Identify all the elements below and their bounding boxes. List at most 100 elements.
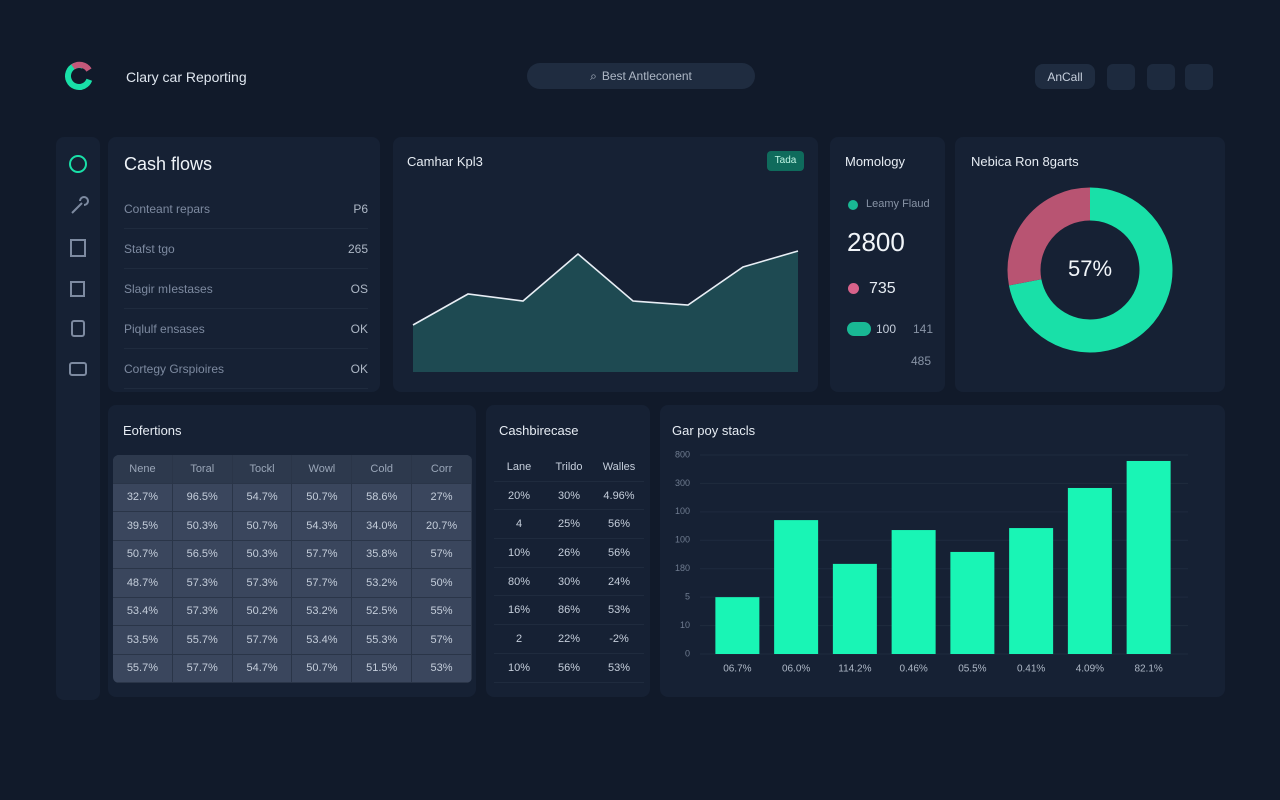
y-tick-label: 800: [675, 449, 690, 459]
y-tick-label: 5: [685, 592, 690, 602]
nav-icon[interactable]: [70, 239, 86, 257]
table-cell: 53.5%: [113, 626, 173, 655]
table-cell: 53%: [594, 596, 644, 626]
donut-segment: [1007, 187, 1091, 286]
header-icon[interactable]: [1185, 64, 1213, 90]
table-cell: 57.3%: [172, 569, 233, 598]
search-icon: ⌕: [590, 69, 597, 83]
legend-dot: [848, 200, 858, 210]
donut-segment: [1008, 187, 1173, 353]
row-label: Piqlulf ensases: [124, 322, 205, 336]
header-icon[interactable]: [1147, 64, 1175, 90]
table-cell: 20%: [494, 482, 544, 511]
table-cell: 30%: [544, 568, 594, 597]
y-tick-label: 100: [675, 506, 690, 516]
x-tick-label: 0.46%: [899, 664, 927, 675]
bar: [891, 530, 936, 654]
table-header-cell: Wowl: [292, 455, 353, 484]
table-cell: 57.7%: [172, 654, 233, 683]
table-header-cell: Corr: [412, 455, 472, 484]
table-cell: 55%: [412, 597, 472, 626]
legend-label: Leamy Flaud: [866, 198, 930, 210]
x-tick-label: 05.5%: [958, 664, 986, 675]
table-cell: 50.7%: [292, 483, 353, 512]
nav-icon[interactable]: [69, 362, 87, 376]
table-header-cell: Nene: [113, 455, 173, 484]
x-tick-label: 06.0%: [782, 664, 810, 675]
donut-chart: 57%: [1007, 187, 1173, 353]
table-cell: 27%: [412, 483, 472, 512]
bar-chart: 0 10 5 180 100 100 300 800 06.7% 06.0% 114.2% 0.46%…: [675, 449, 1188, 675]
table-cell: 4.96%: [594, 482, 644, 511]
nav-icon[interactable]: [69, 155, 87, 173]
table-cell: 53%: [412, 654, 472, 683]
table-cell: 39.5%: [113, 512, 173, 541]
card-title: Cashbirecase: [499, 423, 579, 438]
table-cell: 2: [494, 625, 544, 654]
row-value: 265: [347, 242, 368, 256]
table-cell: 50.2%: [232, 597, 293, 626]
area-chart: [412, 250, 799, 372]
cash-flow-row: Cortegy Grspioires OK: [124, 350, 368, 389]
bar: [950, 551, 995, 654]
logo-accent: [71, 61, 92, 72]
x-tick-label: 82.1%: [1134, 664, 1162, 675]
x-tick-label: 4.09%: [1076, 664, 1104, 675]
row-label: Conteant repars: [124, 202, 211, 216]
logo[interactable]: [60, 56, 100, 96]
table-cell: 56.5%: [172, 540, 233, 569]
donut-center-label: 57%: [1068, 256, 1112, 281]
card-title: Cash flows: [124, 154, 213, 174]
nav-icon[interactable]: [70, 281, 85, 297]
table-cell: 50.7%: [292, 654, 353, 683]
data-table: Lane Trildo Walles 20% 30% 4.96% 4 25% 56% 10% 26%…: [494, 453, 644, 683]
table-cell: 80%: [494, 568, 544, 597]
search-box[interactable]: ⌕ Best Antleconent: [527, 63, 755, 89]
x-tick-label: 114.2%: [838, 664, 871, 675]
sidebar-icons: [69, 155, 89, 376]
table-cell: 53.4%: [113, 597, 173, 626]
table-cell: 53.4%: [292, 626, 353, 655]
search-text: ⌕ Best Antleconent: [527, 69, 755, 84]
area-fill: [413, 251, 798, 372]
data-table: Nene Toral Tockl Wowl Cold Corr 32.7% 96.5% 54.7…: [113, 455, 472, 683]
card-title: Camhar Kpl3: [407, 154, 483, 169]
table-cell: 35.8%: [352, 540, 413, 569]
table-cell: 50%: [412, 569, 472, 598]
bar: [774, 520, 819, 654]
row-value: OS: [350, 282, 368, 296]
nav-icon[interactable]: [71, 320, 85, 337]
cash-flow-row: Slagir mIestases OS: [124, 270, 368, 309]
table-cell: 96.5%: [172, 483, 233, 512]
x-tick-label: 0.41%: [1017, 664, 1045, 675]
table-cell: 57%: [412, 626, 472, 655]
header-icon[interactable]: [1107, 64, 1135, 90]
bar: [1009, 528, 1054, 654]
table-cell: 57%: [412, 540, 472, 569]
cash-flow-row: Piqlulf ensases OK: [124, 310, 368, 349]
table-cell: 10%: [494, 654, 544, 683]
badge[interactable]: Tada: [767, 151, 804, 171]
table-header-cell: Cold: [352, 455, 413, 484]
table-cell: 16%: [494, 596, 544, 626]
cash-flow-row: Stafst tgo 265: [124, 230, 368, 269]
nav-icon[interactable]: [71, 196, 89, 214]
table-cell: 54.7%: [232, 654, 293, 683]
table-cell: 53.2%: [292, 597, 353, 626]
table-cell: 24%: [594, 568, 644, 597]
table-cell: 86%: [544, 596, 594, 626]
table-header-cell: Toral: [172, 455, 233, 484]
table-cell: 30%: [544, 482, 594, 511]
header-button[interactable]: AnCall: [1035, 64, 1095, 89]
y-tick-label: 100: [675, 535, 690, 545]
row-label: Cortegy Grspioires: [124, 362, 225, 376]
legend-dot: [848, 283, 859, 294]
table-cell: -2%: [594, 625, 644, 654]
second-value: 735: [869, 280, 896, 297]
table-cell: 55.3%: [352, 626, 413, 655]
header-button-label: AnCall: [1047, 70, 1083, 84]
table-cell: 10%: [494, 539, 544, 568]
table-header-cell: Walles: [594, 453, 644, 482]
y-tick-label: 180: [675, 563, 690, 573]
table-cell: 53.2%: [352, 569, 413, 598]
